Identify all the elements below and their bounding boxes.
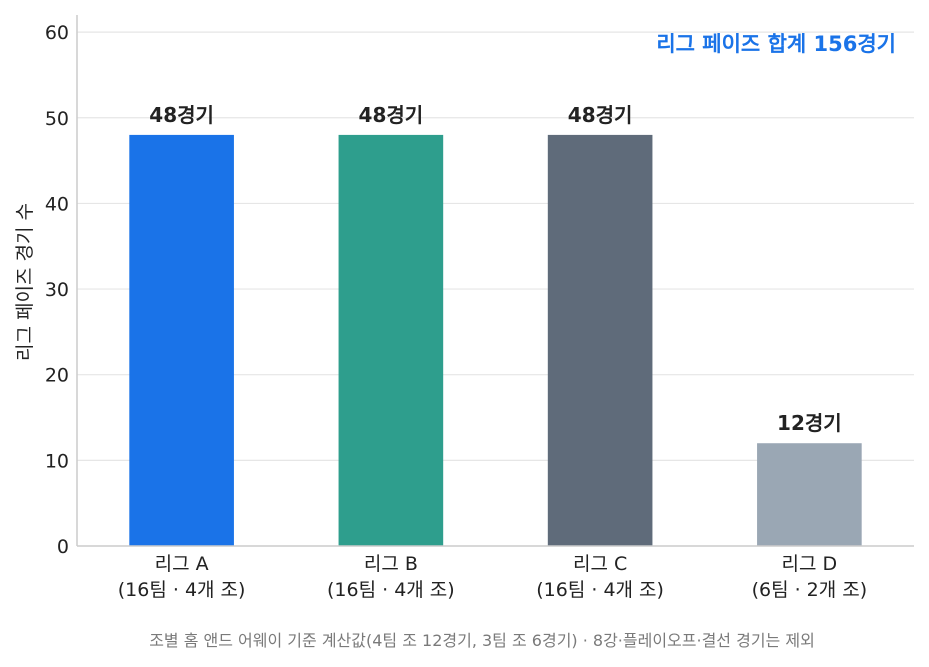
x-tick-label: (16팀 · 4개 조) bbox=[536, 579, 664, 601]
x-tick-label: (6팀 · 2개 조) bbox=[752, 579, 868, 601]
bar bbox=[547, 134, 653, 546]
x-tick-label: 리그 C bbox=[573, 553, 627, 575]
y-tick-label: 50 bbox=[45, 108, 69, 130]
y-tick-label: 30 bbox=[45, 279, 69, 301]
bar-value-label: 12경기 bbox=[777, 411, 842, 435]
bar bbox=[338, 134, 444, 546]
bar bbox=[757, 443, 862, 546]
bar-value-label: 48경기 bbox=[359, 103, 424, 127]
y-tick-label: 60 bbox=[45, 22, 69, 44]
x-tick-label: (16팀 · 4개 조) bbox=[327, 579, 455, 601]
bar-value-label: 48경기 bbox=[149, 103, 214, 127]
y-tick-label: 40 bbox=[45, 193, 69, 215]
y-tick-label: 20 bbox=[45, 365, 69, 387]
bars bbox=[129, 134, 862, 546]
total-annotation: 리그 페이즈 합계 156경기 bbox=[656, 32, 896, 56]
y-tick-label: 10 bbox=[45, 450, 69, 472]
footnote: 조별 홈 앤드 어웨이 기준 계산값(4팀 조 12경기, 3팀 조 6경기) … bbox=[149, 631, 815, 650]
y-tick-label: 0 bbox=[57, 536, 69, 558]
x-tick-label: 리그 D bbox=[782, 553, 838, 575]
axes bbox=[76, 15, 914, 547]
x-tick-label: (16팀 · 4개 조) bbox=[118, 579, 246, 601]
y-axis-label: 리그 페이즈 경기 수 bbox=[14, 203, 36, 361]
bar-value-label: 48경기 bbox=[568, 103, 633, 127]
bar bbox=[129, 134, 234, 546]
x-tick-label: 리그 B bbox=[364, 553, 418, 575]
x-tick-label: 리그 A bbox=[155, 553, 209, 575]
